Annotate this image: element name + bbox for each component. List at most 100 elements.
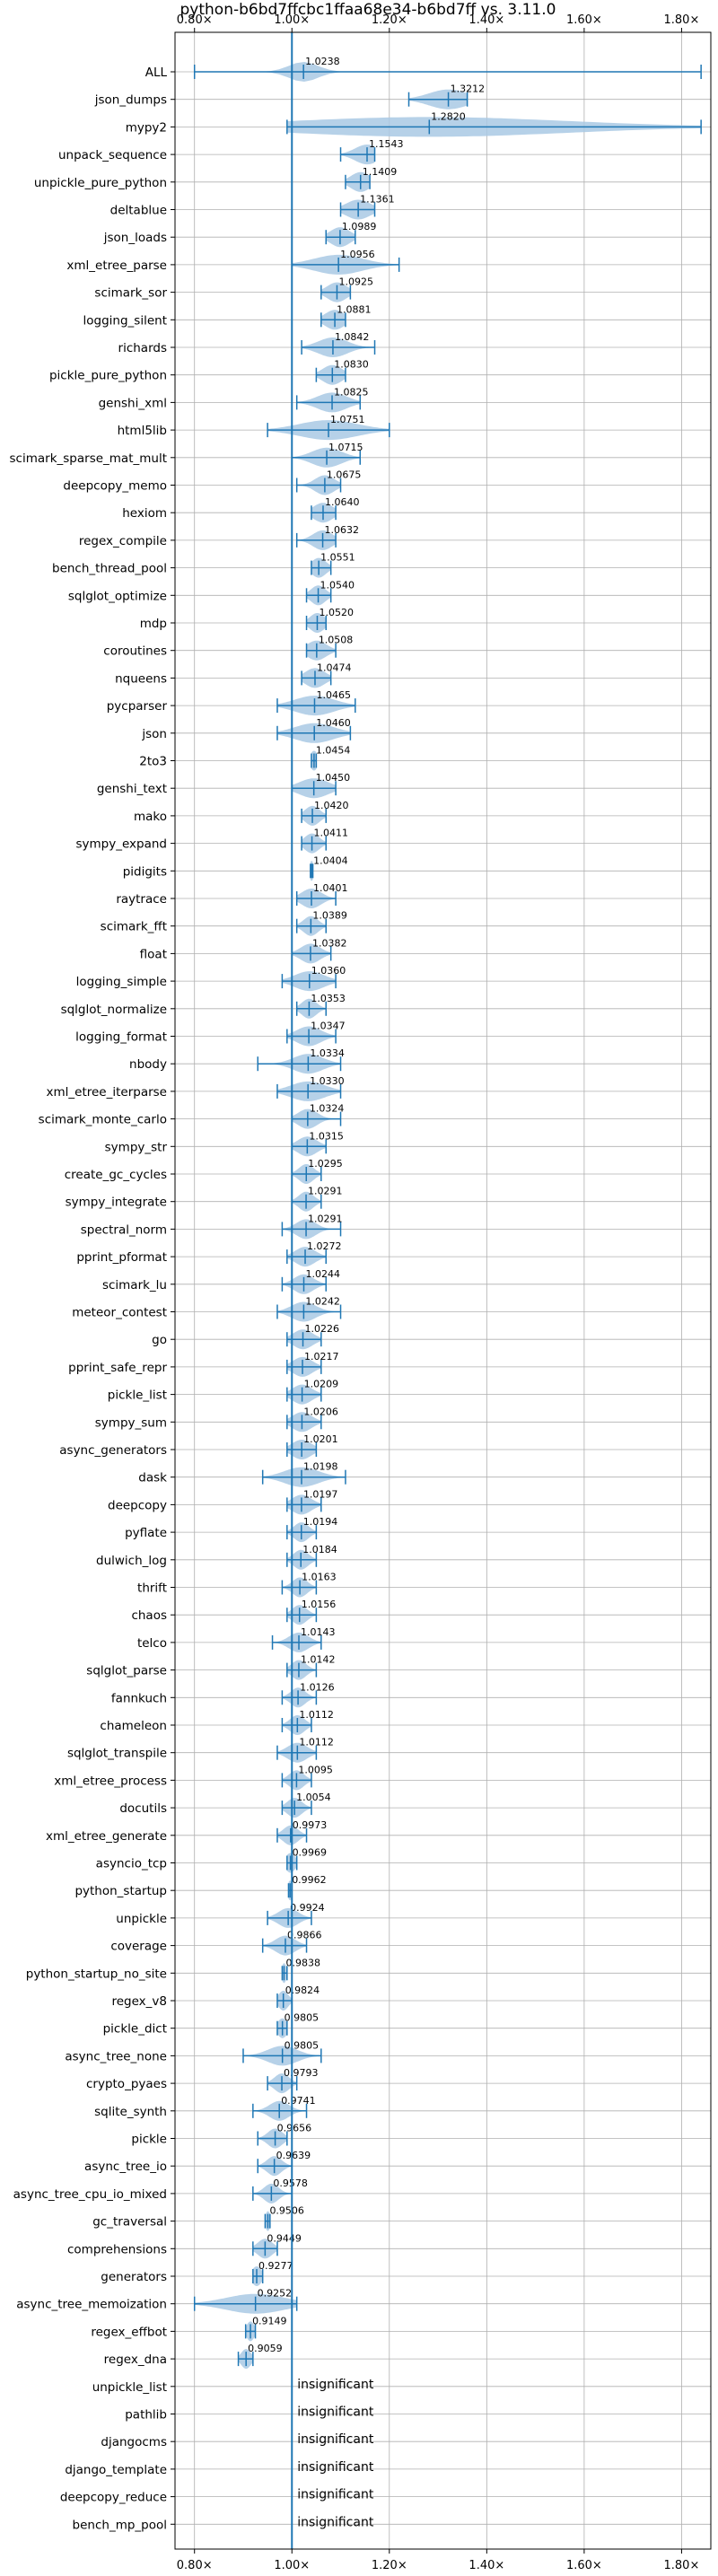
benchmark-label: deltablue: [110, 204, 167, 218]
grid-layer: [175, 32, 711, 2549]
value-label: 1.0989: [342, 221, 377, 232]
insignificant-label: insignificant: [297, 2515, 374, 2529]
benchmark-label: mypy2: [126, 120, 167, 135]
benchmark-label: go: [152, 1333, 167, 1347]
benchmark-label: mako: [134, 810, 167, 824]
benchmark-label: sqlite_synth: [94, 2105, 167, 2119]
benchmark-label: regex_v8: [111, 1994, 167, 2009]
x-tick-label-bottom: 0.80×: [177, 2559, 213, 2572]
value-label: 1.0198: [303, 1461, 338, 1473]
value-label: 1.0324: [310, 1103, 345, 1115]
benchmark-label: scimark_monte_carlo: [39, 1113, 167, 1127]
benchmark-label: genshi_text: [97, 782, 167, 796]
value-label: 1.0389: [312, 910, 347, 922]
benchmark-label: regex_compile: [79, 534, 167, 548]
benchmark-label: float: [140, 947, 167, 961]
value-label: 1.0751: [330, 414, 365, 425]
benchmark-label: unpickle: [116, 1912, 167, 1926]
value-label: 1.0956: [340, 249, 375, 260]
benchmark-label: thrift: [137, 1582, 167, 1596]
value-label: 0.9838: [285, 1957, 320, 1968]
value-label: 1.0242: [305, 1296, 340, 1308]
benchmark-label: sqlglot_normalize: [61, 1003, 167, 1017]
benchmark-label: unpack_sequence: [58, 148, 167, 162]
value-label: 1.0450: [316, 772, 351, 784]
value-label: 1.1543: [369, 138, 404, 150]
value-label: 1.0842: [335, 331, 370, 343]
value-label: 0.9506: [269, 2205, 304, 2217]
value-label: 1.0520: [319, 607, 354, 618]
benchmark-label: async_tree_memoization: [16, 2298, 167, 2312]
value-label: 1.0454: [316, 745, 351, 757]
benchmark-label: scimark_sparse_mat_mult: [10, 451, 167, 466]
x-tick-label-bottom: 1.60×: [566, 2559, 602, 2572]
value-label: 1.0201: [303, 1433, 338, 1445]
x-tick-label-top: 1.00×: [274, 13, 310, 27]
value-label: 1.0143: [301, 1626, 336, 1638]
value-label: 0.9924: [290, 1902, 325, 1914]
benchmark-label: regex_dna: [104, 2353, 167, 2367]
benchmark-label: regex_effbot: [91, 2325, 167, 2339]
value-label: 0.9969: [293, 1847, 328, 1859]
insignificant-label: insignificant: [297, 2378, 374, 2392]
insignificant-label: insignificant: [297, 2405, 374, 2420]
x-tick-label-top: 1.80×: [664, 13, 700, 27]
value-label: 1.0675: [327, 469, 362, 481]
insignificant-label: insignificant: [297, 2432, 374, 2447]
benchmark-label: async_generators: [59, 1443, 167, 1458]
benchmark-label: unpickle_pure_python: [34, 176, 167, 190]
value-label: 1.0825: [334, 386, 369, 398]
value-label: 0.9149: [252, 2315, 287, 2326]
benchmark-label: dulwich_log: [96, 1554, 167, 1568]
value-label: 1.0095: [298, 1764, 333, 1775]
value-label: 1.0206: [303, 1406, 338, 1417]
value-label: 0.9962: [292, 1874, 327, 1886]
value-label: 1.0540: [320, 579, 355, 591]
benchmark-label: bench_mp_pool: [73, 2518, 167, 2532]
value-label: 0.9578: [273, 2177, 308, 2189]
value-label: 0.9793: [284, 2067, 319, 2079]
benchmark-label: nbody: [129, 1057, 167, 1072]
benchmark-label: djangocms: [101, 2435, 167, 2449]
value-label: 1.0209: [304, 1379, 339, 1390]
benchmark-label: scimark_lu: [102, 1278, 167, 1292]
benchmark-label: pickle_pure_python: [49, 369, 167, 383]
benchmark-label: json_loads: [103, 231, 167, 245]
benchmark-label: python_startup_no_site: [26, 1967, 167, 1981]
benchmark-label: deepcopy: [108, 1498, 167, 1512]
value-label: 1.0112: [299, 1737, 334, 1748]
value-label: 0.9449: [267, 2232, 302, 2244]
value-label: 1.0353: [311, 993, 346, 1004]
value-label: 1.0217: [304, 1351, 339, 1362]
value-label: 1.0334: [310, 1047, 345, 1059]
value-label: 0.9277: [258, 2260, 293, 2272]
benchmark-label: chaos: [131, 1608, 167, 1623]
benchmark-label: sympy_integrate: [66, 1196, 167, 1210]
benchmark-label: logging_simple: [76, 975, 167, 989]
value-label: 1.0184: [302, 1544, 337, 1555]
value-label: 1.0401: [313, 882, 348, 894]
value-label: 1.0474: [317, 662, 352, 673]
benchmark-label: pprint_pformat: [76, 1250, 167, 1265]
benchmark-label: richards: [118, 341, 167, 355]
insignificant-label: insignificant: [297, 2488, 374, 2502]
value-label: 1.0291: [308, 1213, 343, 1224]
benchmark-label: async_tree_none: [65, 2049, 167, 2063]
insignificant-label: insignificant: [297, 2460, 374, 2475]
benchmark-label: async_tree_io: [84, 2160, 167, 2174]
value-label: 0.9059: [248, 2343, 283, 2354]
value-label: 0.9805: [285, 2039, 320, 2051]
benchmark-label: sqlglot_optimize: [68, 589, 167, 603]
value-label: 0.9805: [285, 2012, 320, 2024]
value-label: 1.1361: [360, 194, 395, 206]
value-label: 1.0715: [328, 442, 363, 453]
benchmark-label: sympy_sum: [95, 1415, 167, 1430]
benchmark-label: generators: [101, 2270, 167, 2284]
benchmark-label: bench_thread_pool: [52, 562, 167, 576]
value-label: 1.0632: [325, 524, 360, 536]
benchmark-label: pickle_dict: [103, 2022, 167, 2037]
value-label: 1.0163: [302, 1572, 337, 1583]
value-label: 1.1409: [363, 166, 398, 178]
benchmark-label: pycparser: [107, 699, 168, 714]
benchmark-label: pickle: [131, 2133, 167, 2147]
